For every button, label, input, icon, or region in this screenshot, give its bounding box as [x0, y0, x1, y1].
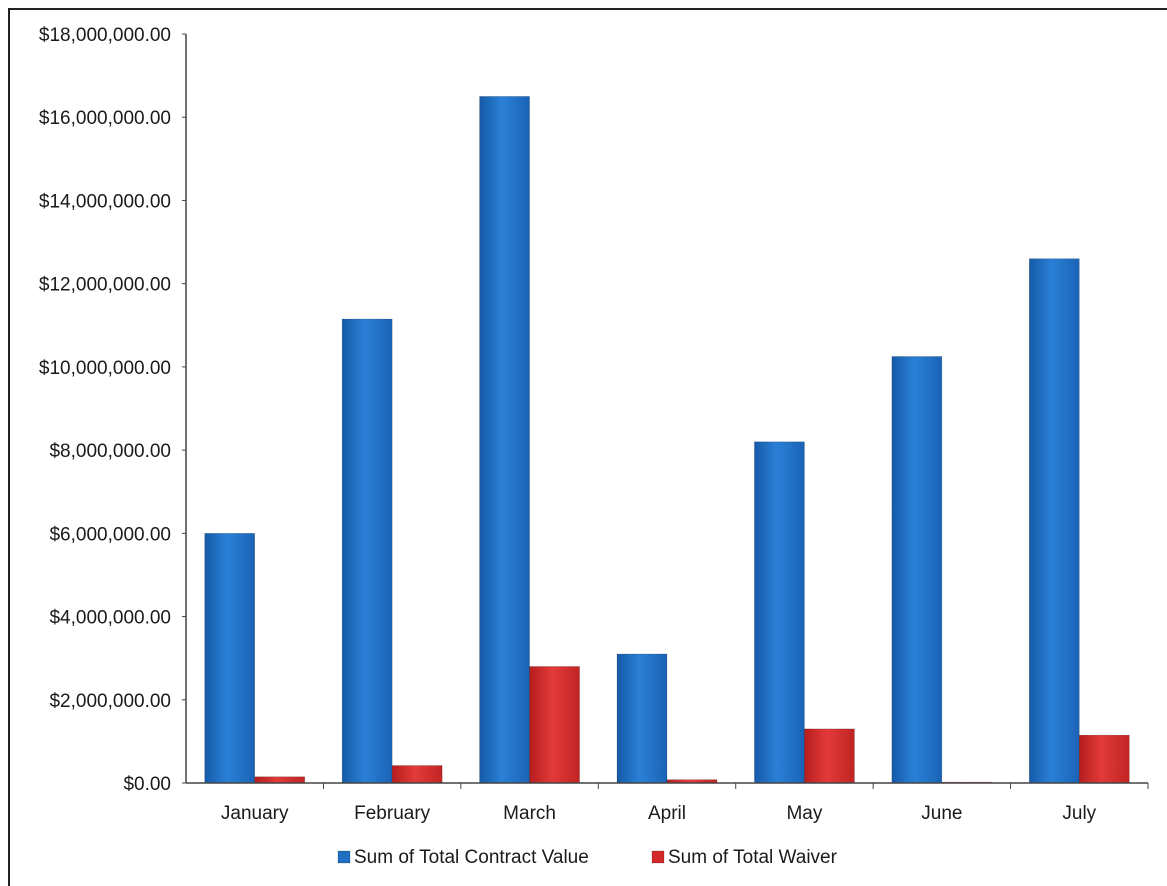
y-tick-label: $12,000,000.00 — [39, 275, 171, 296]
legend-label-contract-value: Sum of Total Contract Value — [354, 847, 589, 868]
bar-waiver — [1078, 734, 1130, 784]
y-axis: $0.00 $2,000,000.00 $4,000,000.00 $6,000,00… — [39, 25, 187, 795]
bar-contract-value — [891, 356, 943, 784]
bar-contract-value — [754, 441, 805, 784]
plot-area — [204, 96, 1130, 784]
y-tick-label: $16,000,000.00 — [39, 108, 171, 129]
x-tick-label: May — [786, 803, 822, 824]
y-tick-label: $18,000,000.00 — [39, 25, 171, 46]
y-tick-label: $8,000,000.00 — [49, 441, 171, 462]
x-tick-label: June — [921, 803, 962, 824]
y-tick-label: $2,000,000.00 — [49, 691, 171, 712]
y-tick-label: $14,000,000.00 — [39, 191, 171, 212]
bar-waiver — [529, 666, 580, 784]
x-tick-label: July — [1062, 803, 1096, 824]
bar-contract-value — [1028, 258, 1080, 784]
legend: Sum of Total Contract Value Sum of Total … — [337, 847, 838, 868]
bar-waiver — [804, 728, 855, 784]
x-tick-label: April — [648, 803, 686, 824]
y-tick-label: $10,000,000.00 — [39, 358, 171, 379]
bar-contract-value — [204, 533, 256, 784]
y-tick-label: $4,000,000.00 — [49, 608, 171, 629]
y-tick-label: $6,000,000.00 — [49, 524, 171, 545]
legend-swatch-waiver — [651, 850, 665, 864]
x-tick-label: February — [354, 803, 431, 824]
x-tick-label: March — [503, 803, 556, 824]
x-tick-label: January — [221, 803, 289, 824]
bar-contract-value — [616, 653, 668, 784]
legend-swatch-contract-value — [337, 850, 351, 864]
bar-waiver — [391, 765, 443, 784]
bar-contract-value — [479, 96, 530, 784]
bar-waiver — [254, 776, 306, 784]
bar-contract-value — [341, 318, 393, 784]
x-axis: January February March April May June July — [186, 782, 1149, 824]
chart-border — [8, 8, 1167, 886]
y-tick-label: $0.00 — [123, 774, 171, 795]
legend-label-waiver: Sum of Total Waiver — [668, 847, 838, 868]
